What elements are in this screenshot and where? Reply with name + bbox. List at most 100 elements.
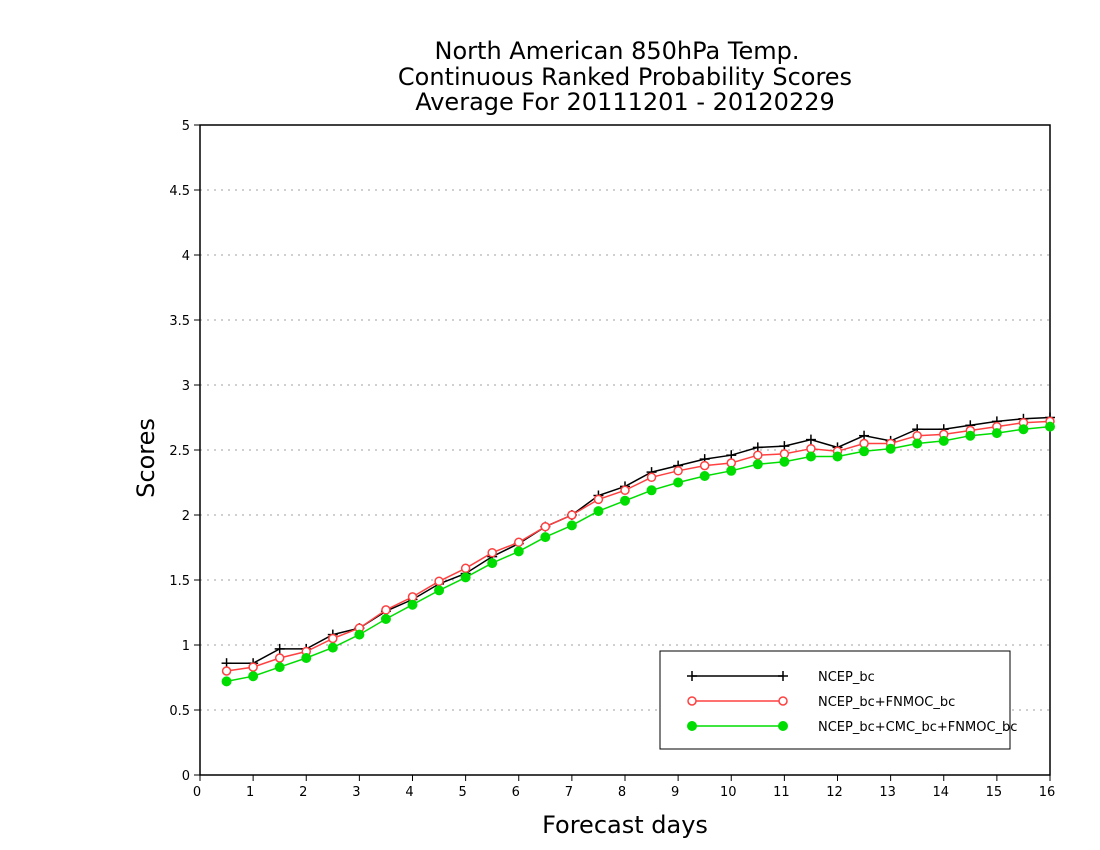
x-tick-label: 9 [671, 785, 679, 800]
filled-circle-marker [540, 532, 551, 543]
open-circle-marker [514, 537, 524, 548]
legend-label: NCEP_bc [818, 670, 875, 685]
filled-circle-marker [513, 546, 524, 557]
x-tick-label: 3 [352, 785, 360, 800]
legend-item: NCEP_bc [687, 670, 875, 685]
y-tick-label: 0.5 [169, 704, 190, 719]
title-line-2: Continuous Ranked Probability Scores [398, 63, 852, 91]
legend-label: NCEP_bc+CMC_bc+FNMOC_bc [818, 720, 1017, 735]
x-tick-label: 13 [879, 785, 896, 800]
legend: NCEP_bc NCEP_bc+FNMOC_bc NCEP_bc+CMC_bc+FN… [659, 650, 1017, 750]
y-axis-label: Scores [132, 418, 160, 498]
plus-marker [805, 434, 816, 445]
y-axis-ticks: 0 0.5 1 1.5 2 2.5 3 3.5 4 4.5 5 [169, 119, 200, 784]
filled-circle-marker [434, 585, 445, 596]
x-tick-label: 8 [618, 785, 626, 800]
open-circle-marker [778, 696, 788, 706]
open-circle-marker [687, 696, 697, 706]
x-axis-ticks: 0 1 2 3 4 5 6 7 8 9 10 11 12 13 14 15 16 [193, 775, 1055, 800]
open-circle-marker [487, 547, 497, 558]
filled-circle-marker [301, 653, 312, 663]
filled-circle-marker [832, 451, 843, 462]
filled-circle-marker [354, 629, 365, 640]
series-1 [221, 416, 1055, 676]
y-tick-label: 1 [182, 639, 190, 654]
filled-circle-marker [221, 676, 232, 687]
series-line [226, 416, 1051, 664]
x-tick-label: 4 [405, 785, 413, 800]
open-circle-marker [274, 653, 285, 663]
legend-box [659, 650, 1011, 750]
x-axis-label: Forecast days [542, 811, 708, 839]
chart-title: North American 850hPa Temp. Continuous R… [398, 37, 852, 116]
x-tick-label: 12 [826, 785, 843, 800]
filled-circle-marker [752, 459, 763, 470]
open-circle-marker [328, 633, 338, 644]
x-tick-label: 15 [986, 785, 1003, 800]
filled-circle-marker [566, 520, 577, 531]
gridlines [200, 189, 1050, 711]
x-tick-label: 16 [1039, 785, 1056, 800]
x-tick-label: 2 [299, 785, 307, 800]
filled-circle-marker [673, 477, 684, 488]
y-tick-label: 3.5 [169, 314, 190, 329]
filled-circle-marker [1018, 424, 1029, 435]
filled-circle-marker [407, 599, 418, 610]
filled-circle-marker [327, 642, 338, 653]
y-tick-label: 5 [182, 119, 190, 134]
plus-marker [274, 643, 285, 654]
open-circle-marker [540, 521, 551, 532]
data-series [221, 412, 1055, 687]
open-circle-marker [646, 472, 657, 483]
filled-circle-marker [487, 558, 498, 569]
filled-circle-marker [1045, 421, 1055, 432]
x-tick-label: 7 [565, 785, 573, 800]
filled-circle-marker [687, 721, 697, 731]
legend-label: NCEP_bc+FNMOC_bc [818, 695, 955, 710]
open-circle-marker [753, 450, 763, 460]
x-tick-label: 10 [720, 785, 737, 800]
y-tick-label: 1.5 [169, 574, 190, 589]
open-circle-marker [434, 576, 444, 587]
x-tick-label: 14 [932, 785, 949, 800]
y-tick-label: 0 [182, 769, 190, 784]
filled-circle-marker [778, 721, 788, 731]
legend-item: NCEP_bc+CMC_bc+FNMOC_bc [687, 720, 1017, 735]
filled-circle-marker [646, 485, 657, 496]
filled-circle-marker [460, 572, 471, 583]
filled-circle-marker [859, 446, 870, 457]
plus-marker [778, 671, 788, 681]
y-tick-label: 3 [182, 379, 190, 394]
filled-circle-marker [248, 671, 259, 682]
plus-marker [687, 671, 697, 681]
open-circle-marker [620, 485, 630, 496]
x-tick-label: 6 [512, 785, 520, 800]
plot-frame [199, 124, 1051, 776]
title-line-1: North American 850hPa Temp. [435, 37, 800, 65]
filled-circle-marker [912, 438, 923, 449]
filled-circle-marker [726, 465, 737, 476]
series-line [226, 425, 1051, 683]
filled-circle-marker [620, 495, 630, 506]
title-line-3: Average For 20111201 - 20120229 [415, 88, 835, 116]
open-circle-marker [593, 494, 604, 505]
filled-circle-marker [965, 430, 976, 441]
open-circle-marker [221, 666, 232, 676]
open-circle-marker [673, 466, 683, 476]
filled-circle-marker [274, 662, 285, 673]
filled-circle-marker [380, 614, 391, 624]
x-tick-label: 5 [458, 785, 466, 800]
filled-circle-marker [885, 443, 896, 454]
open-circle-marker [248, 662, 258, 672]
legend-item: NCEP_bc+FNMOC_bc [687, 695, 955, 710]
open-circle-marker [699, 460, 710, 471]
y-tick-label: 4.5 [169, 184, 190, 199]
x-tick-label: 1 [246, 785, 254, 800]
series-0 [221, 412, 1055, 669]
filled-circle-marker [593, 506, 604, 517]
series-2 [221, 421, 1055, 687]
y-tick-label: 2.5 [169, 444, 190, 459]
y-tick-label: 4 [182, 249, 190, 264]
open-circle-marker [779, 449, 790, 459]
